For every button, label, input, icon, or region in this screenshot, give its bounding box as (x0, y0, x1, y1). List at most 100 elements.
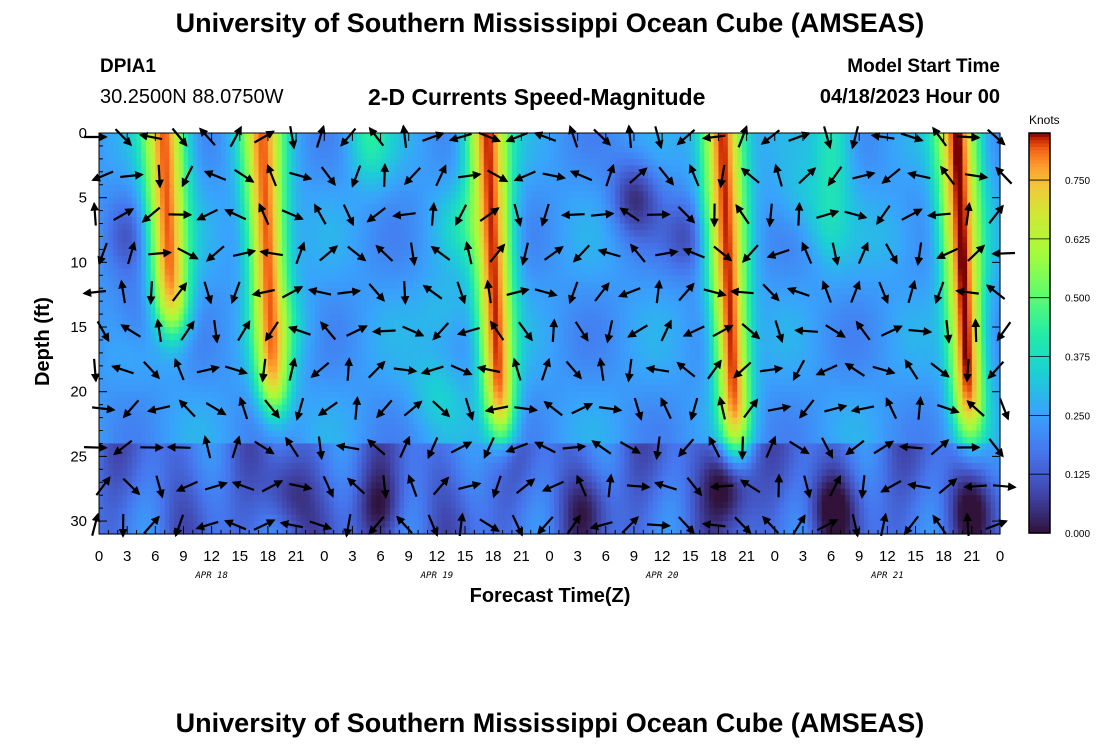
heatmap-cell (108, 334, 113, 341)
heatmap-cell (334, 314, 339, 321)
heatmap-cell (212, 392, 217, 399)
heatmap-cell (160, 456, 165, 463)
heatmap-cell (320, 346, 325, 353)
heatmap-cell (113, 463, 118, 470)
heatmap-cell (282, 146, 287, 153)
heatmap-cell (169, 185, 174, 192)
heatmap-cell (207, 411, 212, 418)
heatmap-cell (268, 308, 273, 315)
heatmap-cell (198, 456, 203, 463)
heatmap-cell (254, 456, 259, 463)
heatmap-cell (230, 469, 235, 476)
heatmap-cell (230, 308, 235, 315)
heatmap-cell (301, 139, 306, 146)
heatmap-cell (99, 314, 104, 321)
heatmap-cell (235, 308, 240, 315)
heatmap-cell (165, 392, 170, 399)
heatmap-cell (165, 424, 170, 431)
heatmap-cell (108, 340, 113, 347)
heatmap-cell (230, 508, 235, 515)
heatmap-cell (113, 469, 118, 476)
heatmap-cell (226, 392, 231, 399)
heatmap-cell (179, 385, 184, 392)
heatmap-cell (348, 282, 353, 289)
heatmap-cell (268, 282, 273, 289)
heatmap-cell (169, 217, 174, 224)
heatmap-cell (310, 515, 315, 522)
heatmap-cell (169, 139, 174, 146)
heatmap-cell (329, 204, 334, 211)
heatmap-cell (183, 366, 188, 373)
heatmap-cell (221, 295, 226, 302)
heatmap-cell (329, 185, 334, 192)
heatmap-cell (118, 340, 123, 347)
heatmap-cell (282, 502, 287, 509)
heatmap-cell (282, 379, 287, 386)
heatmap-cell (151, 198, 156, 205)
heatmap-cell (338, 159, 343, 166)
heatmap-cell (301, 133, 306, 140)
heatmap-cell (108, 482, 113, 489)
heatmap-cell (348, 256, 353, 263)
heatmap-cell (329, 411, 334, 418)
heatmap-cell (183, 359, 188, 366)
heatmap-cell (263, 346, 268, 353)
heatmap-cell (198, 256, 203, 263)
heatmap-cell (249, 327, 254, 334)
heatmap-cell (296, 204, 301, 211)
heatmap-cell (282, 159, 287, 166)
heatmap-cell (324, 308, 329, 315)
heatmap-cell (174, 398, 179, 405)
heatmap-cell (343, 463, 348, 470)
heatmap-cell (183, 469, 188, 476)
heatmap-cell (244, 340, 249, 347)
heatmap-cell (235, 353, 240, 360)
heatmap-cell (254, 366, 259, 373)
heatmap-cell (301, 450, 306, 457)
heatmap-cell (230, 411, 235, 418)
heatmap-cell (188, 185, 193, 192)
heatmap-cell (122, 314, 127, 321)
heatmap-cell (118, 398, 123, 405)
heatmap-cell (291, 198, 296, 205)
heatmap-cell (193, 327, 198, 334)
heatmap-cell (198, 288, 203, 295)
heatmap-cell (320, 372, 325, 379)
heatmap-cell (226, 159, 231, 166)
heatmap-cell (212, 217, 217, 224)
heatmap-cell (108, 443, 113, 450)
heatmap-cell (240, 321, 245, 328)
heatmap-cell (132, 359, 137, 366)
heatmap-cell (263, 301, 268, 308)
heatmap-cell (104, 372, 109, 379)
heatmap-cell (282, 424, 287, 431)
heatmap-cell (305, 424, 310, 431)
heatmap-cell (155, 198, 160, 205)
heatmap-cell (216, 314, 221, 321)
heatmap-cell (113, 476, 118, 483)
heatmap-cell (198, 133, 203, 140)
heatmap-cell (165, 515, 170, 522)
heatmap-cell (118, 269, 123, 276)
heatmap-cell (263, 236, 268, 243)
heatmap-cell (132, 321, 137, 328)
heatmap-cell (334, 236, 339, 243)
heatmap-cell (310, 327, 315, 334)
heatmap-cell (174, 224, 179, 231)
heatmap-cell (141, 288, 146, 295)
heatmap-cell (160, 204, 165, 211)
heatmap-cell (268, 269, 273, 276)
heatmap-cell (113, 456, 118, 463)
heatmap-cell (273, 366, 278, 373)
heatmap-cell (155, 301, 160, 308)
heatmap-cell (296, 515, 301, 522)
heatmap-cell (193, 508, 198, 515)
heatmap-cell (132, 424, 137, 431)
heatmap-cell (151, 146, 156, 153)
heatmap-cell (151, 392, 156, 399)
heatmap-cell (183, 437, 188, 444)
heatmap-cell (291, 398, 296, 405)
heatmap-cell (273, 211, 278, 218)
heatmap-cell (259, 152, 264, 159)
heatmap-cell (188, 366, 193, 373)
